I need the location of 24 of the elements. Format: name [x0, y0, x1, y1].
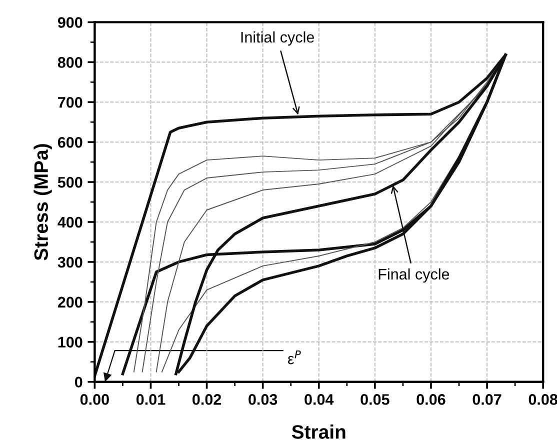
- x-tick-label: 0.04: [304, 394, 334, 405]
- y-tick-label: 800: [58, 57, 82, 68]
- x-tick-label: 0.02: [192, 394, 222, 405]
- annotation: Initial cycle: [241, 31, 314, 46]
- y-tick-label: 700: [58, 96, 82, 108]
- y-axis-title: Stress (MPa): [34, 144, 52, 260]
- y-tick-label: 300: [58, 256, 82, 268]
- y-tick-label: 400: [58, 216, 82, 228]
- x-tick-label: 0.03: [248, 394, 278, 405]
- x-tick-label: 0.06: [416, 394, 446, 405]
- y-tick-label: 200: [58, 296, 82, 308]
- y-tick-label: 0: [74, 376, 82, 388]
- y-tick-label: 600: [58, 136, 82, 148]
- annotation: Final cycle: [378, 268, 450, 283]
- x-tick-label: 0.05: [360, 394, 390, 405]
- x-tick-label: 0.07: [472, 394, 502, 405]
- x-axis-title: Strain: [292, 424, 346, 439]
- annotation: ε$^{P}$: [288, 350, 301, 364]
- y-tick-label: 100: [58, 336, 82, 348]
- y-tick-label: 900: [58, 17, 82, 28]
- x-tick-label: 0.00: [80, 394, 109, 405]
- x-tick-label: 0.01: [136, 394, 166, 405]
- x-tick-label: 0.08: [528, 394, 557, 405]
- y-tick-label: 500: [58, 176, 82, 188]
